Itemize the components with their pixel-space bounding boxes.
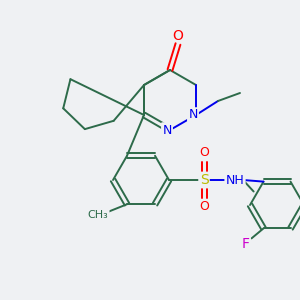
Text: O: O: [199, 200, 209, 214]
Text: N: N: [188, 109, 198, 122]
Text: S: S: [200, 173, 208, 187]
Text: O: O: [172, 29, 183, 43]
Text: NH: NH: [226, 173, 244, 187]
Text: CH₃: CH₃: [88, 210, 108, 220]
Text: N: N: [162, 124, 172, 136]
Text: O: O: [199, 146, 209, 160]
Text: F: F: [242, 237, 250, 251]
